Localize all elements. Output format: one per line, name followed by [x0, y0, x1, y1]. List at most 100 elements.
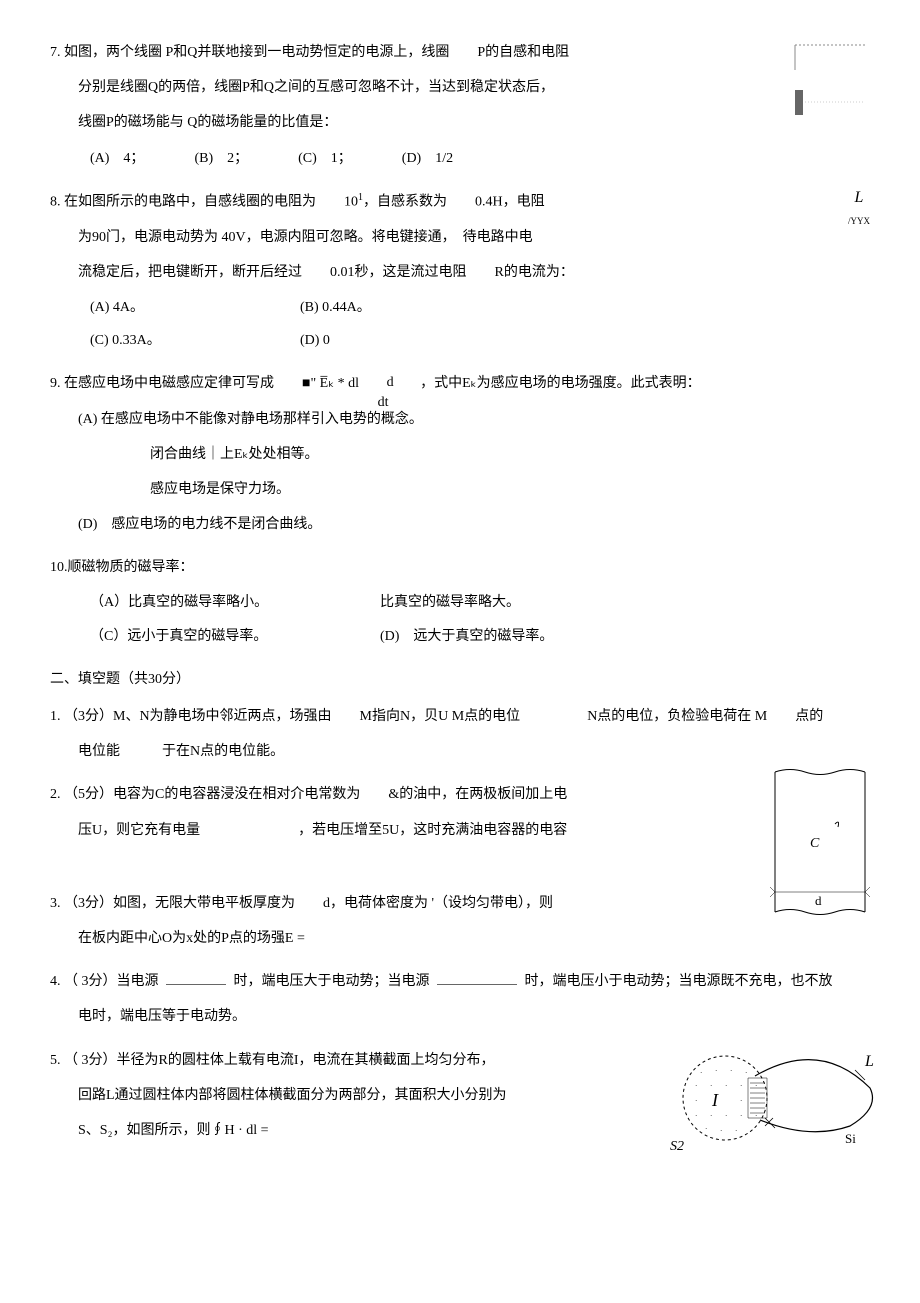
- f1-num: 1.: [50, 709, 61, 724]
- q7-line1: 7. 如图，两个线圈 P和Q并联地接到一电动势恒定的电源上，线圈 P的自感和电阻: [50, 40, 870, 65]
- q7-text1: 如图，两个线圈 P和Q并联地接到一电动势恒定的电源上，线圈 P的自感和电阻: [64, 45, 569, 60]
- svg-text:·: ·: [745, 1069, 747, 1077]
- q8-num: 8.: [50, 194, 61, 209]
- question-10: 10.顺磁物质的磁导率： （A）比真空的磁导率略小。 比真空的磁导率略大。 （C…: [50, 555, 870, 649]
- q9-optC: 感应电场是保守力场。: [50, 477, 870, 502]
- svg-text:·: ·: [695, 1097, 697, 1105]
- q9-text1a: 在感应电场中电磁感应定律可写成 ■": [64, 376, 320, 391]
- q8-line2: 为90门，电源电动势为 40V，电源内阻可忽略。将电键接通， 待电路中电: [50, 225, 870, 250]
- svg-text:I: I: [711, 1090, 719, 1110]
- figure-q8: L /YYX: [848, 184, 870, 229]
- figure-f5: ···· ····· ·· ····· ··· I L Si S2: [670, 1048, 900, 1167]
- svg-text:·: ·: [735, 1127, 737, 1135]
- svg-text:·: ·: [740, 1097, 742, 1105]
- q8-line1: 8. 在如图所示的电路中，自感线圈的电阻为 101，自感系数为 0.4H，电阻: [50, 189, 870, 215]
- f4-textd: 电时，端电压等于电动势。: [50, 1004, 870, 1029]
- svg-text:C: C: [810, 836, 820, 851]
- svg-text:·: ·: [730, 1067, 732, 1075]
- q10-options: （A）比真空的磁导率略小。 比真空的磁导率略大。 （C）远小于真空的磁导率。 (…: [50, 590, 870, 648]
- svg-text:Si: Si: [845, 1131, 856, 1146]
- f4-blank2: [437, 984, 517, 985]
- q10-optD: (D) 远大于真空的磁导率。: [380, 624, 553, 649]
- f3-num: 3.: [50, 896, 61, 911]
- q7-options: (A) 4； (B) 2； (C) 1； (D) 1/2: [50, 146, 870, 171]
- f4-blank1: [166, 984, 226, 985]
- f4-texta: （ 3分）当电源: [64, 974, 162, 989]
- q10-text1: 顺磁物质的磁导率：: [68, 560, 194, 575]
- q7-optD: (D) 1/2: [402, 146, 453, 171]
- q7-num: 7.: [50, 45, 61, 60]
- q8-optC: (C) 0.33A。: [90, 328, 250, 353]
- q8-fig-label: L: [848, 184, 870, 213]
- svg-text:·: ·: [740, 1082, 742, 1090]
- q8-optB: (B) 0.44A。: [300, 295, 371, 320]
- q10-num: 10.: [50, 560, 68, 575]
- svg-text:·: ·: [710, 1082, 712, 1090]
- q9-optD: (D) 感应电场的电力线不是闭合曲线。: [50, 512, 870, 537]
- q9-formula: E̅ₖ * dl: [320, 376, 359, 391]
- f4-num: 4.: [50, 974, 61, 989]
- svg-text:·: ·: [695, 1112, 697, 1120]
- q10-optA: （A）比真空的磁导率略小。: [90, 590, 330, 615]
- svg-text:·: ·: [705, 1125, 707, 1133]
- f2-textb: 压U，则它充有电量 ，若电压增至5U，这时充满油电容器的电容: [50, 818, 870, 843]
- f3-textb: 在板内距中心O为x处的P点的场强E =: [50, 926, 870, 951]
- question-8: L /YYX 8. 在如图所示的电路中，自感线圈的电阻为 101，自感系数为 0…: [50, 189, 870, 354]
- q10-optC: （C）远小于真空的磁导率。: [90, 624, 330, 649]
- q7-optA: (A) 4；: [90, 146, 144, 171]
- f3-texta: （3分）如图，无限大带电平板厚度为 d，电荷体密度为 '（设均匀带电），则: [64, 896, 553, 911]
- q8-text1a: 在如图所示的电路中，自感线圈的电阻为 10: [64, 194, 358, 209]
- f3-line1: 3. （3分）如图，无限大带电平板厚度为 d，电荷体密度为 '（设均匀带电），则: [50, 891, 870, 916]
- svg-text:·: ·: [725, 1112, 727, 1120]
- f5-texta: （ 3分）半径为R的圆柱体上载有电流I，电流在其横截面上均匀分布，: [64, 1053, 495, 1068]
- f4-line1: 4. （ 3分）当电源 时，端电压大于电动势；当电源 时，端电压小于电动势；当电…: [50, 969, 870, 994]
- q8-fig-sub: /YYX: [848, 213, 870, 229]
- cylinder-loop-icon: ···· ····· ·· ····· ··· I L Si S2: [670, 1048, 900, 1158]
- fill-2: C d 2. （5分）电容为C的电容器浸没在相对介电常数为 &的油中，在两极板间…: [50, 782, 870, 872]
- svg-text:·: ·: [695, 1082, 697, 1090]
- f5-num: 5.: [50, 1053, 61, 1068]
- f2-texta: （5分）电容为C的电容器浸没在相对介电常数为 &的油中，在两极板间加上电: [64, 787, 567, 802]
- f1-textb: N点的电位，负检验电荷在 M 点的: [587, 709, 823, 724]
- q9-num: 9.: [50, 376, 61, 391]
- q8-optA: (A) 4A。: [90, 295, 250, 320]
- f1-texta: （3分）M、N为静电场中邻近两点，场强由 M指向N，贝U M点的电位: [64, 709, 520, 724]
- q10-line1: 10.顺磁物质的磁导率：: [50, 555, 870, 580]
- fill-1: 1. （3分）M、N为静电场中邻近两点，场强由 M指向N，贝U M点的电位 N点…: [50, 704, 870, 764]
- circuit-icon: [790, 40, 870, 130]
- section2-title: 二、填空题（共30分）: [50, 667, 870, 692]
- fill-3: 3. （3分）如图，无限大带电平板厚度为 d，电荷体密度为 '（设均匀带电），则…: [50, 891, 870, 951]
- svg-text:·: ·: [725, 1082, 727, 1090]
- q8-line3: 流稳定后，把电键断开，断开后经过 0.01秒，这是流过电阻 R的电流为：: [50, 260, 870, 285]
- f2-num: 2.: [50, 787, 61, 802]
- q8-text1b: ，自感系数为 0.4H，电阻: [363, 194, 545, 209]
- svg-text:S2: S2: [670, 1139, 684, 1154]
- q7-line3: 线圈P的磁场能与 Q的磁场能量的比值是：: [50, 110, 870, 135]
- svg-text:·: ·: [710, 1112, 712, 1120]
- svg-text:L: L: [864, 1053, 874, 1070]
- f1-line1: 1. （3分）M、N为静电场中邻近两点，场强由 M指向N，贝U M点的电位 N点…: [50, 704, 870, 729]
- fill-4: 4. （ 3分）当电源 时，端电压大于电动势；当电源 时，端电压小于电动势；当电…: [50, 969, 870, 1029]
- q8-options: (A) 4A。 (B) 0.44A。 (C) 0.33A。 (D) 0: [50, 295, 870, 353]
- q8-optD: (D) 0: [300, 328, 330, 353]
- q7-optC: (C) 1；: [298, 146, 352, 171]
- q9-optA: (A) 在感应电场中不能像对静电场那样引入电势的概念。: [50, 407, 870, 432]
- q9-optB: 闭合曲线｜上Eₖ处处相等。: [50, 442, 870, 467]
- q9-line1: 9. 在感应电场中电磁感应定律可写成 ■" E̅ₖ * dl d dt ，式中E…: [50, 371, 870, 396]
- q10-optB: 比真空的磁导率略大。: [380, 590, 520, 615]
- q9-dt: dt: [378, 390, 389, 415]
- svg-text:·: ·: [720, 1127, 722, 1135]
- f4-textb: 时，端电压大于电动势；当电源: [234, 974, 434, 989]
- svg-text:·: ·: [740, 1112, 742, 1120]
- q7-optB: (B) 2；: [194, 146, 248, 171]
- q9-text1c: ，式中Eₖ为感应电场的电场强度。此式表明：: [406, 376, 701, 391]
- f1-textc: 电位能 于在N点的电位能。: [50, 739, 870, 764]
- figure-q7: [790, 40, 870, 139]
- q7-line2: 分别是线圈Q的两倍，线圈P和Q之间的互感可忽略不计，当达到稳定状态后，: [50, 75, 870, 100]
- f4-textc: 时，端电压小于电动势；当电源既不充电，也不放: [525, 974, 833, 989]
- question-7: 7. 如图，两个线圈 P和Q并联地接到一电动势恒定的电源上，线圈 P的自感和电阻…: [50, 40, 870, 171]
- question-9: 9. 在感应电场中电磁感应定律可写成 ■" E̅ₖ * dl d dt ，式中E…: [50, 371, 870, 537]
- fill-5: ···· ····· ·· ····· ··· I L Si S2 5. （ 3…: [50, 1048, 870, 1144]
- svg-text:·: ·: [715, 1067, 717, 1075]
- svg-text:·: ·: [700, 1069, 702, 1077]
